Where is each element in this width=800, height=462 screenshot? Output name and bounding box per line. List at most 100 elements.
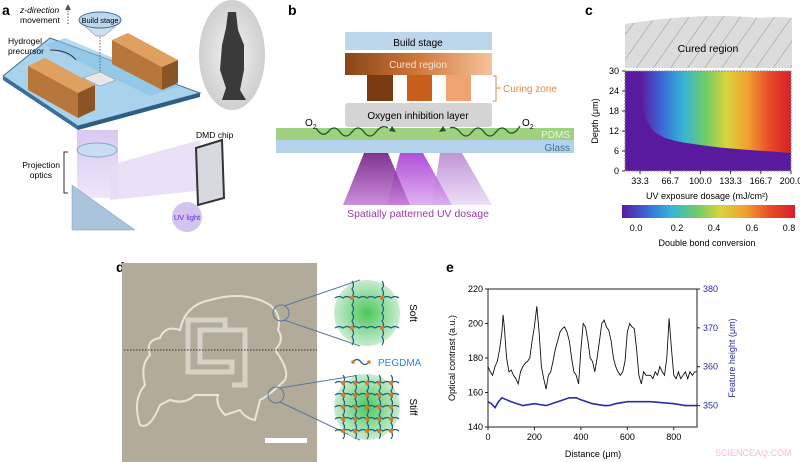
build-stage-layer — [345, 32, 492, 50]
pillar-mid-dose — [407, 75, 432, 101]
o2-right-label: O2 — [522, 118, 534, 131]
pegdma-strand — [334, 295, 400, 299]
zoom-line — [283, 319, 361, 347]
crosslink-node — [377, 405, 381, 409]
zoom-line — [279, 374, 361, 389]
x-tick-label: 600 — [620, 432, 635, 442]
y2-tick-label: 370 — [703, 323, 718, 333]
crosslink-node — [341, 429, 345, 433]
arrowhead-icon — [389, 126, 396, 132]
cured-region-box — [625, 16, 792, 68]
crosslink-node — [365, 429, 369, 433]
optical-contrast-line — [487, 306, 697, 390]
y-tick-label: 6 — [614, 146, 619, 156]
plate-edge — [3, 76, 78, 130]
cured-region-label: Cured region — [678, 43, 739, 55]
crosslink-node-icon — [351, 360, 355, 364]
colorbar-tick-label: 0.0 — [630, 223, 643, 233]
colorbar-tick-label: 0.8 — [783, 223, 796, 233]
zoom-line — [279, 401, 361, 441]
lens-icon — [76, 142, 118, 158]
y2-tick-label: 360 — [703, 362, 718, 372]
feature-height-line — [487, 396, 697, 409]
crosslink-node — [389, 405, 393, 409]
crosslink-node — [353, 381, 357, 385]
uv-light-label: UV light — [174, 213, 201, 222]
y-tick-label: 200 — [468, 319, 483, 329]
hydrogel-label: Hydrogel — [8, 36, 42, 46]
colorbar-tick-label: 0.2 — [671, 223, 684, 233]
colorbar-tick-label: 0.6 — [746, 223, 759, 233]
optics-bracket — [63, 151, 68, 194]
stiff-label: Stiff — [407, 398, 418, 415]
crosslink-node — [365, 405, 369, 409]
build-stage — [78, 11, 122, 29]
e-xlabel: Distance (μm) — [565, 449, 621, 459]
left-block-top — [28, 58, 95, 93]
pegdma-strand — [334, 325, 400, 329]
build-stage-label: Build stage — [81, 16, 118, 25]
glass-text: Glass — [544, 143, 570, 154]
cured-region-text: Cured region — [389, 60, 447, 71]
prism-mirror — [71, 184, 136, 231]
panel-label-b: b — [288, 2, 297, 18]
crosslink-node — [353, 429, 357, 433]
crosslink-node — [389, 381, 393, 385]
panel-e: e 0 200 400 600 800 140 160 180 200 220 350 360 370 3… — [446, 259, 792, 459]
colorbar-label: Double bond conversion — [658, 238, 755, 248]
crosslink-node — [350, 296, 354, 300]
crosslink-node — [389, 393, 393, 397]
crosslink-node — [377, 429, 381, 433]
y-tick-label: 160 — [468, 388, 483, 398]
x-tick-label: 133.3 — [719, 176, 742, 186]
crosslink-node — [389, 429, 393, 433]
light-beam-horizontal — [110, 140, 205, 200]
panel-label-e: e — [446, 259, 454, 275]
panel-c: c Cured region 33.3 66.7 100.0 133.3 166.7 20… — [585, 2, 800, 248]
line-chart: 0 200 400 600 800 140 160 180 200 220 350 360 370 380 — [468, 284, 718, 442]
x-tick-label: 100.0 — [689, 176, 712, 186]
x-tick-label: 33.3 — [631, 176, 649, 186]
dmd-chip — [194, 138, 226, 207]
uv-beam-low — [432, 153, 492, 205]
crosslink-node — [353, 393, 357, 397]
colorbar — [622, 205, 795, 218]
y2-tick-label: 380 — [703, 284, 718, 294]
x-tick-label: 800 — [666, 432, 681, 442]
o2-left-label: O2 — [305, 118, 317, 131]
o2-diffusion-wave-left-icon — [315, 126, 389, 137]
soft-network-strands — [334, 280, 400, 346]
heatmap-frame — [624, 70, 792, 172]
x-tick-label: 66.7 — [662, 176, 680, 186]
pillar-low-dose — [446, 75, 471, 101]
crosslink-node — [365, 417, 369, 421]
crosslink-node — [380, 326, 384, 330]
magnifier-soft — [272, 304, 290, 322]
panel-label-c: c — [585, 2, 593, 18]
colorbar-tick-label: 0.4 — [708, 223, 721, 233]
precursor-label: precursor — [8, 46, 44, 56]
right-block-side — [162, 60, 178, 90]
x-tick-label: 166.7 — [750, 176, 773, 186]
watermark: SCIENCEAQ.COM — [715, 448, 792, 458]
colorbar-ticks: 0.0 0.2 0.4 0.6 0.8 — [630, 223, 796, 233]
y-tick-label: 30 — [609, 66, 619, 76]
soft-label: Soft — [407, 304, 418, 322]
optics-label: optics — [30, 170, 52, 180]
y-tick-label: 24 — [609, 86, 619, 96]
warrior-figurine — [220, 12, 246, 100]
panel-a: a z-direction movement Build stage Hydro… — [2, 0, 265, 232]
e-y2label: Feature height (μm) — [727, 318, 737, 397]
panel-d: d Soft Stiff PEGDMA — [116, 259, 422, 462]
crosslink-node — [377, 393, 381, 397]
crosslink-node — [353, 417, 357, 421]
pegdma-strand-icon — [352, 358, 370, 366]
oxygen-inhibition-layer — [345, 103, 492, 127]
z-arrowhead-icon — [65, 4, 71, 10]
uv-beam-high — [343, 153, 410, 205]
crosslink-node — [380, 296, 384, 300]
buffalo-outline — [135, 295, 288, 427]
panel-b: b Build stage Cured region Curing zone O… — [276, 2, 574, 220]
c-ylabel: Depth (μm) — [590, 98, 600, 143]
